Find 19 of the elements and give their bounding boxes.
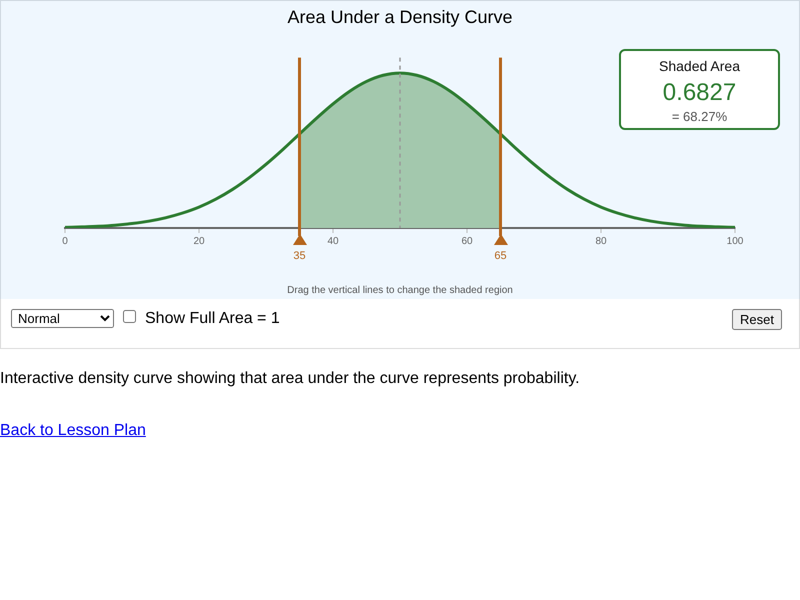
reset-button: Reset — [732, 309, 782, 330]
annotation: Shaded Area — [658, 58, 741, 74]
x-tick-label: 0 — [62, 236, 68, 247]
x-tick-label: 100 — [726, 236, 744, 247]
ref-line-label: 65 — [494, 250, 507, 262]
x-tick-label: 20 — [193, 236, 205, 247]
info-card: Shaded Area 0.6827 = 68.27% — [619, 49, 780, 130]
annotation: 0.6827 — [662, 79, 738, 107]
ref-line-label: 35 — [293, 250, 306, 262]
text: Back to Lesson Plan — [0, 421, 146, 440]
dropdown-field: Normal — [11, 309, 114, 328]
x-tick-label: 80 — [595, 236, 607, 247]
x-tick-label: 60 — [461, 236, 473, 247]
text: Show Full Area = 1 — [145, 309, 280, 328]
text: Drag the vertical lines to change the shaded region — [287, 284, 513, 296]
x-tick-label: 40 — [327, 236, 339, 247]
text: Interactive density curve showing that area under the curve represents probability. — [0, 369, 580, 388]
chart-title: Area Under a Density Curve — [287, 6, 513, 27]
annotation: = 68.27% — [670, 109, 728, 124]
